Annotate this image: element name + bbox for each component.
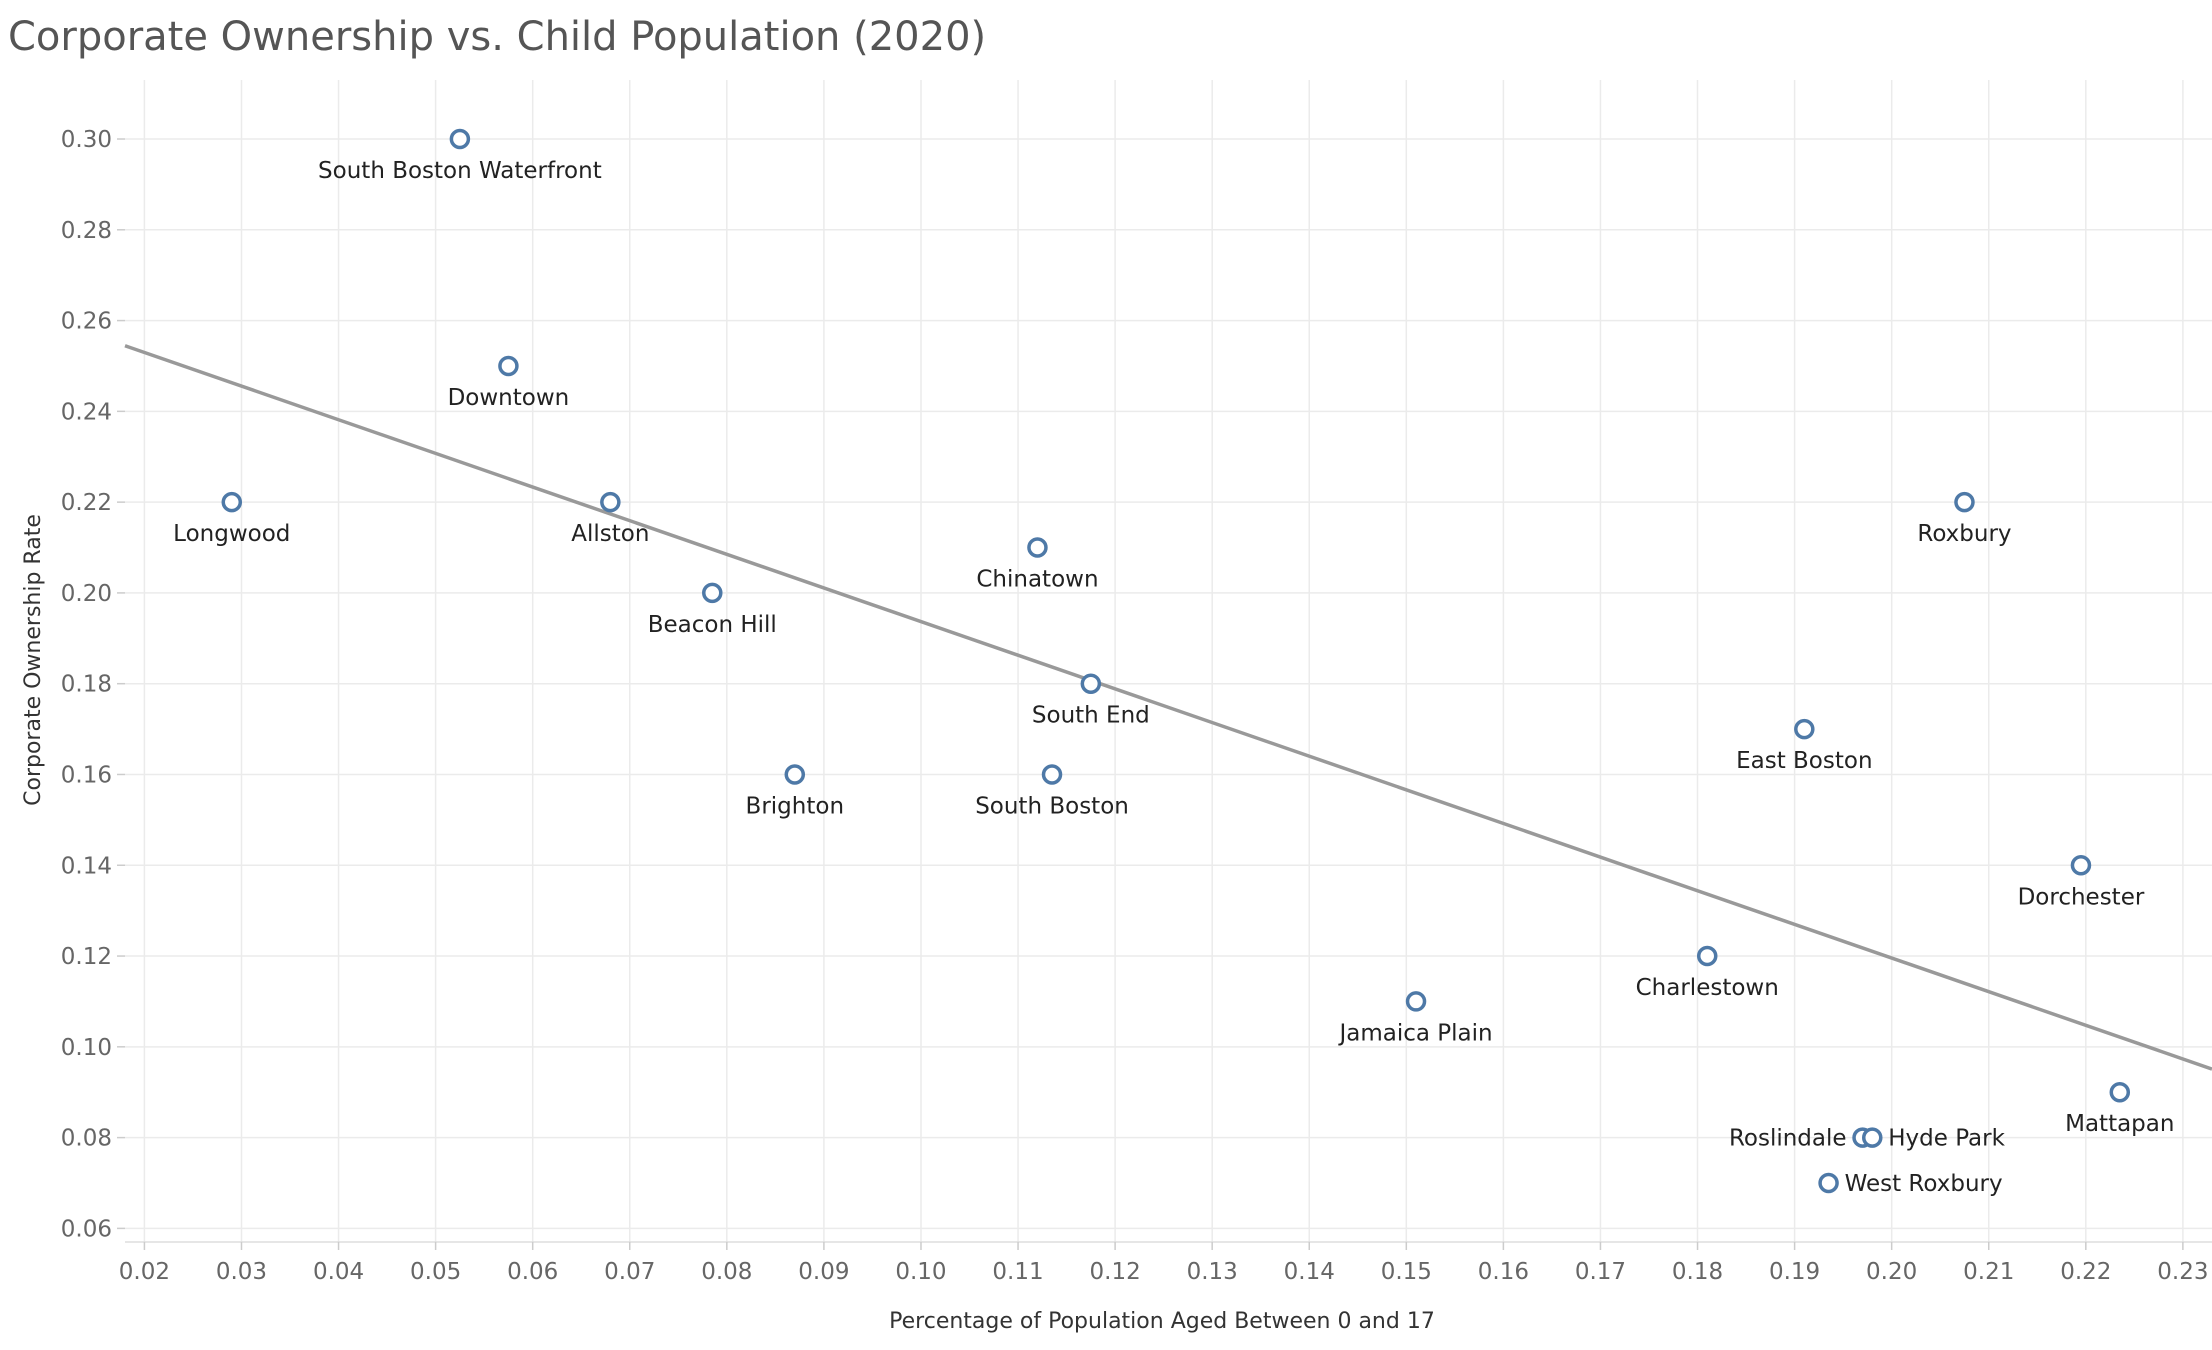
y-axis-title: Corporate Ownership Rate <box>21 514 46 806</box>
point-label: East Boston <box>1736 748 1872 774</box>
x-tick-label: 0.15 <box>1381 1259 1432 1285</box>
y-tick-label: 0.24 <box>61 399 112 425</box>
x-tick-label: 0.23 <box>2157 1259 2208 1285</box>
point-label: Mattapan <box>2065 1111 2174 1137</box>
y-tick-label: 0.26 <box>61 309 112 335</box>
x-tick-label: 0.13 <box>1187 1259 1238 1285</box>
x-tick-label: 0.17 <box>1575 1259 1626 1285</box>
data-point <box>449 128 471 150</box>
data-point <box>1080 673 1102 694</box>
y-tick-label: 0.12 <box>61 944 112 970</box>
point-label: Chinatown <box>976 567 1098 593</box>
data-point <box>2070 855 2092 876</box>
point-label: Roxbury <box>1917 521 2011 547</box>
point-label: Jamaica Plain <box>1337 1020 1492 1046</box>
x-tick-label: 0.22 <box>2060 1259 2111 1285</box>
y-tick-label: 0.20 <box>61 581 112 607</box>
x-tick-label: 0.05 <box>410 1259 461 1285</box>
x-tick-label: 0.11 <box>992 1259 1043 1285</box>
x-tick-label: 0.10 <box>895 1259 946 1285</box>
point-label: South Boston <box>975 793 1129 819</box>
x-tick-label: 0.04 <box>313 1259 364 1285</box>
x-tick-label: 0.20 <box>1866 1259 1917 1285</box>
data-point <box>498 355 519 377</box>
data-point <box>1405 991 1427 1012</box>
data-point <box>1027 537 1048 558</box>
point-label: Roslindale <box>1729 1126 1847 1152</box>
point-label: Longwood <box>173 521 290 547</box>
data-point <box>221 491 243 513</box>
point-label: Dorchester <box>2018 884 2145 910</box>
data-points: South Boston Waterfront Downtown Longwood A… <box>173 128 2174 1197</box>
grid <box>125 80 2212 1243</box>
y-tick-label: 0.16 <box>61 762 112 788</box>
y-tick-label: 0.28 <box>61 218 112 244</box>
point-label: Beacon Hill <box>648 612 777 638</box>
x-tick-label: 0.07 <box>604 1259 655 1285</box>
point-label: Hyde Park <box>1888 1126 2005 1152</box>
y-tick-label: 0.08 <box>61 1126 112 1152</box>
y-tick-label: 0.18 <box>61 672 112 698</box>
x-tick-label: 0.16 <box>1478 1259 1529 1285</box>
data-point <box>702 582 723 604</box>
point-label: Brighton <box>746 793 844 819</box>
y-axis-ticks: 0.06 0.08 0.10 0.12 0.14 0.16 0.18 0.20 0.22 0.24… <box>61 127 125 1242</box>
point-label: West Roxbury <box>1845 1171 2003 1197</box>
point-label: Charlestown <box>1636 975 1779 1001</box>
point-label: Downtown <box>448 385 570 411</box>
x-tick-label: 0.03 <box>216 1259 267 1285</box>
y-tick-label: 0.14 <box>61 853 112 879</box>
x-tick-label: 0.14 <box>1284 1259 1335 1285</box>
data-point <box>784 764 806 785</box>
y-tick-label: 0.06 <box>61 1216 112 1242</box>
data-point <box>1818 1172 1839 1194</box>
y-tick-label: 0.22 <box>61 490 112 516</box>
x-tick-label: 0.18 <box>1672 1259 1723 1285</box>
point-label: South End <box>1032 703 1150 729</box>
data-point <box>1696 945 1718 967</box>
x-tick-label: 0.19 <box>1769 1259 1820 1285</box>
x-tick-label: 0.08 <box>701 1259 752 1285</box>
x-tick-label: 0.12 <box>1090 1259 1141 1285</box>
data-point <box>1862 1127 1883 1148</box>
data-point <box>1954 491 1975 513</box>
data-point <box>1794 718 1815 740</box>
x-tick-label: 0.02 <box>119 1259 170 1285</box>
y-tick-label: 0.30 <box>61 127 112 153</box>
point-label: South Boston Waterfront <box>318 158 602 184</box>
x-tick-label: 0.09 <box>798 1259 849 1285</box>
y-tick-label: 0.10 <box>61 1035 112 1061</box>
x-axis-ticks: 0.02 0.03 0.04 0.05 0.06 0.07 0.08 0.09 0.10 0.11… <box>119 1242 2208 1285</box>
data-point <box>600 491 621 513</box>
point-label: Allston <box>571 521 649 547</box>
trend-line <box>124 344 2212 1071</box>
data-point <box>1041 764 1063 785</box>
x-tick-label: 0.06 <box>507 1259 558 1285</box>
data-point <box>2109 1081 2131 1103</box>
chart-title: Corporate Ownership vs. Child Population… <box>8 14 987 60</box>
x-tick-label: 0.21 <box>1963 1259 2014 1285</box>
x-axis-title: Percentage of Population Aged Between 0 … <box>889 1309 1435 1334</box>
